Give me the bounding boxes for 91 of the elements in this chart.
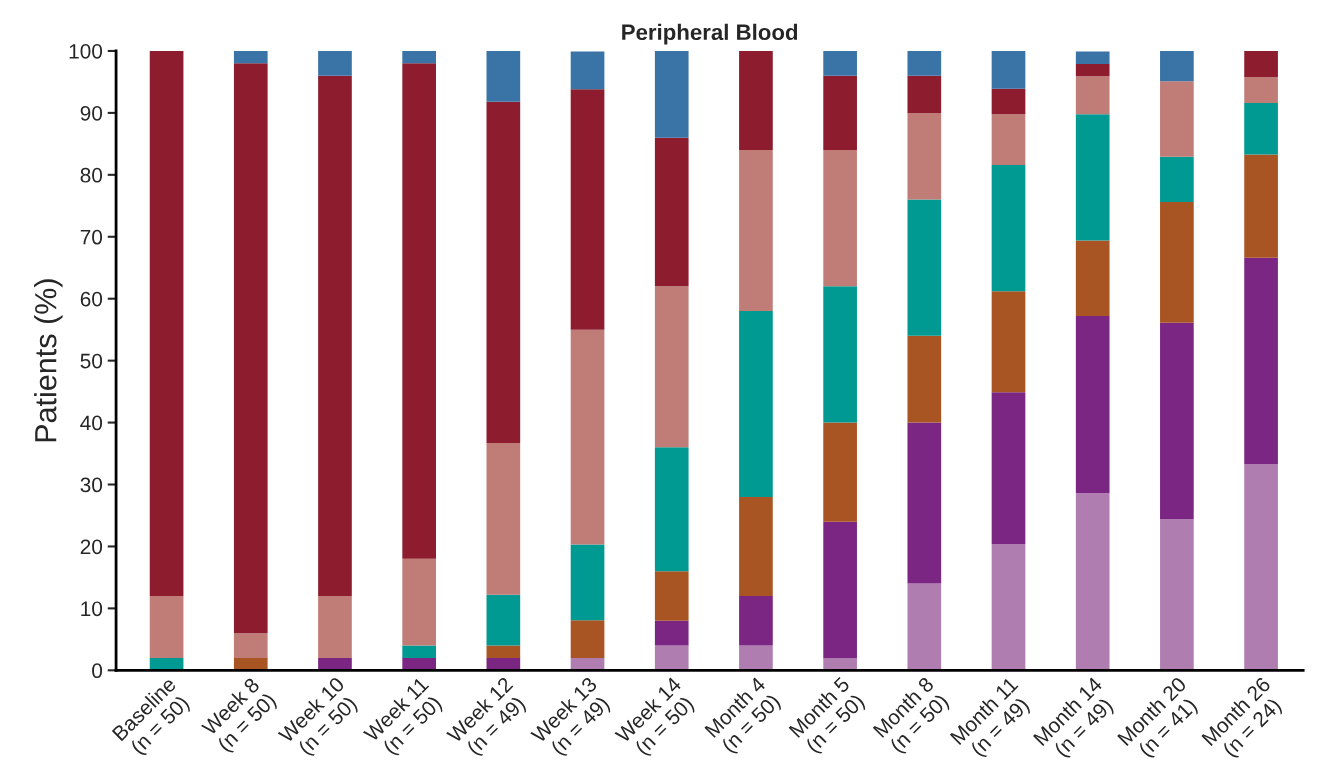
bar [233, 50, 268, 64]
bar [1160, 202, 1194, 323]
bar [1160, 519, 1194, 671]
bar [318, 50, 352, 76]
bar [823, 286, 857, 423]
bar [402, 657, 436, 671]
bar [1075, 51, 1110, 64]
chart-title: Peripheral Blood [622, 23, 798, 45]
bar [486, 101, 521, 444]
bar [570, 89, 605, 330]
bar [1160, 156, 1194, 203]
bar [233, 63, 268, 634]
bar [907, 422, 942, 584]
bar [907, 335, 942, 423]
bar [907, 50, 942, 76]
bar [739, 496, 773, 596]
bar [402, 645, 436, 658]
bar [991, 50, 1026, 89]
bar [739, 645, 773, 671]
bar [486, 50, 521, 102]
bar [907, 199, 942, 336]
bar [823, 657, 857, 671]
y-axis-title: Patients (%) [34, 279, 63, 442]
bar [149, 50, 184, 596]
bar [486, 443, 521, 595]
bar [1244, 464, 1278, 671]
bar [570, 329, 605, 545]
bar [654, 571, 689, 621]
bar [233, 657, 268, 671]
bar [1075, 76, 1110, 115]
bar [654, 137, 689, 287]
y-tick-label: 0 [92, 663, 103, 679]
bar [486, 645, 521, 658]
bar [991, 114, 1026, 165]
bar [1075, 493, 1110, 671]
bar [570, 620, 605, 658]
bar [739, 596, 773, 646]
y-tick-label: 70 [80, 229, 103, 245]
y-tick-label: 30 [80, 477, 103, 493]
bar [1075, 240, 1110, 317]
bar [1075, 316, 1110, 494]
bar [654, 620, 689, 646]
y-tick-label: 100 [69, 43, 103, 59]
bar [402, 50, 436, 64]
y-tick-label: 40 [80, 415, 103, 431]
bar [570, 544, 605, 621]
bar [149, 596, 184, 658]
y-tick-label: 50 [80, 353, 103, 369]
bar [233, 633, 268, 658]
bar [1244, 257, 1278, 465]
bar [823, 50, 857, 76]
y-tick-label: 20 [80, 539, 103, 555]
bar [907, 75, 942, 113]
bar [318, 657, 352, 671]
bar [739, 50, 773, 151]
y-tick-label: 60 [80, 291, 103, 307]
bar [907, 583, 942, 671]
bar [991, 291, 1026, 393]
bar [991, 392, 1026, 544]
bar [654, 645, 689, 671]
y-tick-label: 10 [81, 601, 103, 617]
bar [654, 447, 689, 572]
bar [823, 150, 857, 287]
y-tick-label: 90 [80, 105, 103, 121]
bar [739, 150, 773, 312]
bar [991, 543, 1026, 671]
bar [1244, 50, 1278, 77]
bar [318, 75, 352, 596]
bar [823, 422, 857, 522]
bar [318, 596, 352, 658]
bar [1160, 50, 1194, 82]
bar [654, 286, 689, 448]
bar [402, 63, 436, 559]
bar [1075, 114, 1110, 241]
bar [1075, 63, 1110, 77]
bar [1160, 81, 1194, 157]
bar [1244, 102, 1278, 155]
bar [907, 112, 942, 200]
bar [991, 88, 1026, 115]
bar [486, 594, 521, 646]
bar [402, 558, 436, 646]
bar [823, 521, 857, 658]
bar [1160, 322, 1194, 520]
bar [823, 75, 857, 151]
bar [739, 311, 773, 497]
bar [570, 51, 605, 90]
bar [654, 50, 689, 138]
bar [1244, 76, 1278, 103]
bar [1244, 154, 1278, 258]
bar [991, 164, 1026, 292]
y-tick-label: 80 [80, 167, 103, 183]
